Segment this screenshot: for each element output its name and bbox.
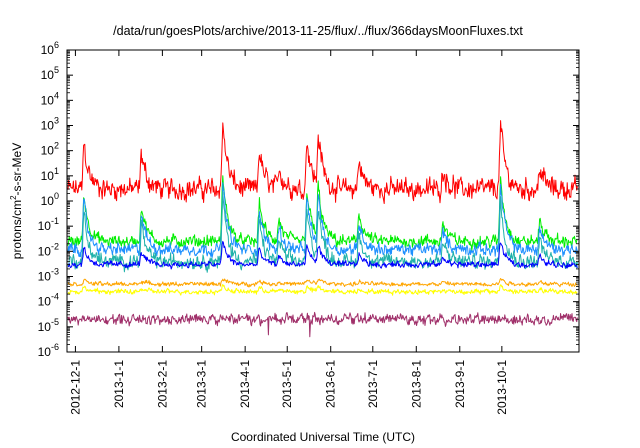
x-tick-label: 2013-6-1 [324, 360, 338, 408]
y-axis-label-base: protons/cm [10, 200, 24, 259]
y-tick-label: 10-1 [38, 216, 59, 233]
y-tick-base: 10 [38, 345, 52, 359]
series-layer [67, 120, 578, 338]
x-tick-label: 2013-2-1 [155, 360, 169, 408]
x-axis: 2012-12-1 2013-1-1 2013-2-1 2013-3-1 2013-4-… [68, 50, 509, 415]
y-tick-base: 10 [38, 320, 52, 334]
x-tick-label: 2013-10-1 [495, 360, 509, 415]
y-tick-exp: -6 [51, 342, 59, 352]
x-tick-label: 2013-1-1 [112, 360, 126, 408]
y-tick-base: 10 [41, 169, 55, 183]
y-tick-label: 104 [41, 90, 59, 107]
y-tick-exp: 2 [54, 141, 59, 151]
y-tick-base: 10 [38, 295, 52, 309]
y-tick-exp: 0 [54, 191, 59, 201]
y-tick-exp: -1 [51, 216, 59, 226]
x-tick-label: 2013-8-1 [409, 360, 423, 408]
y-tick-label: 10-2 [38, 241, 59, 258]
y-tick-exp: -4 [51, 292, 59, 302]
y-tick-base: 10 [38, 219, 52, 233]
y-tick-label: 100 [41, 191, 59, 208]
y-tick-label: 10-6 [38, 342, 59, 359]
x-tick-label: 2012-12-1 [68, 360, 82, 415]
y-tick-base: 10 [41, 144, 55, 158]
y-tick-exp: -2 [51, 241, 59, 251]
y-tick-exp: 1 [54, 166, 59, 176]
y-tick-exp: 4 [54, 90, 59, 100]
y-tick-label: 10-4 [38, 292, 59, 309]
y-tick-exp: -3 [51, 267, 59, 277]
y-tick-label: 101 [41, 166, 59, 183]
y-tick-base: 10 [38, 244, 52, 258]
y-tick-base: 10 [41, 68, 55, 82]
flux-series-line [67, 240, 578, 270]
y-tick-exp: 3 [54, 116, 59, 126]
y-tick-label: 10-3 [38, 267, 59, 284]
y-tick-base: 10 [41, 119, 55, 133]
flux-series-line [67, 278, 578, 288]
y-tick-base: 10 [38, 270, 52, 284]
y-tick-exp: -5 [51, 317, 59, 327]
flux-series-line [67, 284, 578, 296]
x-axis-label: Coordinated Universal Time (UTC) [231, 430, 415, 444]
x-tick-label: 2013-3-1 [195, 360, 209, 408]
y-axis-label-sup: 2 [9, 195, 18, 200]
y-tick-label: 105 [41, 65, 59, 82]
y-axis: 10-610-510-410-310-210-11001011021031041… [38, 40, 579, 359]
flux-series-line [67, 120, 578, 204]
flux-series-line [67, 311, 578, 338]
y-tick-base: 10 [41, 93, 55, 107]
x-tick-label: 2013-9-1 [453, 360, 467, 408]
y-axis-label-rest: -s-sr-MeV [10, 143, 24, 196]
flux-series-line [67, 182, 578, 259]
y-tick-base: 10 [41, 43, 55, 57]
chart-title: /data/run/goesPlots/archive/2013-11-25/f… [113, 24, 523, 38]
y-tick-label: 106 [41, 40, 59, 57]
y-tick-label: 10-5 [38, 317, 59, 334]
y-tick-exp: 6 [54, 40, 59, 50]
y-tick-base: 10 [41, 194, 55, 208]
x-tick-label: 2013-7-1 [366, 360, 380, 408]
y-tick-exp: 5 [54, 65, 59, 75]
y-tick-label: 103 [41, 116, 59, 133]
y-tick-label: 102 [41, 141, 59, 158]
y-axis-label: protons/cm2-s-sr-MeV [9, 143, 24, 259]
flux-series-line [67, 175, 578, 252]
x-tick-label: 2013-4-1 [238, 360, 252, 408]
x-tick-label: 2013-5-1 [280, 360, 294, 408]
